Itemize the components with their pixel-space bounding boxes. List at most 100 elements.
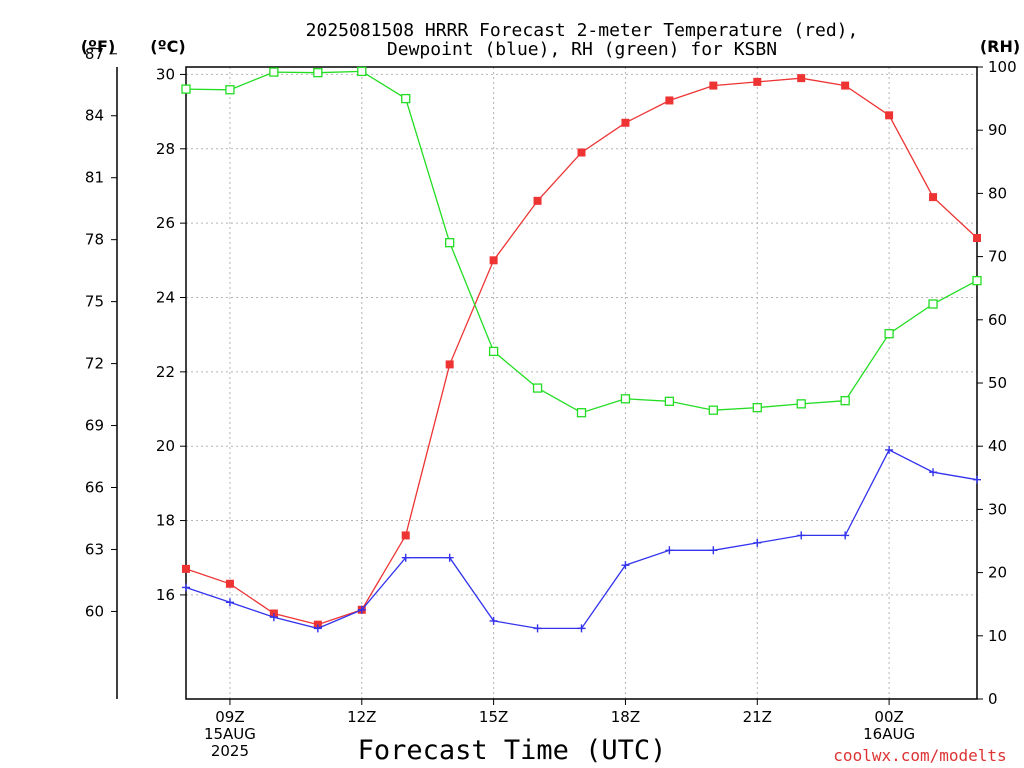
chart-title-line-1: 2025081508 HRRR Forecast 2-meter Tempera… bbox=[306, 20, 859, 41]
celsius-tick-label: 24 bbox=[156, 288, 175, 306]
temp-point bbox=[665, 96, 674, 105]
dewpoint-series-line bbox=[185, 449, 978, 630]
dewpoint-point bbox=[621, 561, 630, 570]
temp-point bbox=[753, 77, 762, 86]
dewpoint-point bbox=[401, 553, 410, 562]
rh-tick-label: 30 bbox=[988, 500, 1007, 518]
x-tick-label: 12Z bbox=[347, 708, 376, 726]
rh-point bbox=[840, 396, 850, 406]
rh-point bbox=[664, 396, 675, 406]
dewpoint-point bbox=[225, 598, 234, 607]
fahrenheit-tick-label: 72 bbox=[85, 355, 104, 373]
dewpoint-point bbox=[182, 583, 190, 592]
x-tick-label: 2025 bbox=[211, 742, 249, 760]
rh-point bbox=[928, 299, 938, 309]
fahrenheit-tick-label: 84 bbox=[85, 107, 104, 125]
rh-tick-label: 80 bbox=[988, 184, 1007, 202]
celsius-tick-label: 18 bbox=[156, 512, 175, 530]
temp-point bbox=[489, 256, 498, 265]
fahrenheit-tick-label: 66 bbox=[85, 479, 104, 497]
fahrenheit-tick-label: 75 bbox=[85, 293, 104, 311]
x-tick-label: 16AUG bbox=[863, 725, 915, 743]
chart-title-line-2: Dewpoint (blue), RH (green) for KSBN bbox=[387, 39, 777, 60]
rh-point bbox=[269, 67, 279, 77]
temp-point bbox=[797, 74, 806, 83]
rh-point bbox=[532, 383, 543, 393]
x-tick-label: 18Z bbox=[611, 708, 640, 726]
rh-unit-label: (RH) bbox=[980, 37, 1020, 56]
fahrenheit-tick-label: 87 bbox=[85, 45, 104, 63]
fahrenheit-tick-label: 81 bbox=[85, 169, 104, 187]
rh-tick-label: 60 bbox=[988, 311, 1007, 329]
temp-point bbox=[577, 148, 586, 157]
x-axis-label: Forecast Time (UTC) bbox=[358, 735, 667, 766]
tick-labels: 60 63 66 69 72 75 78 81 84 87 16 18 20 22 24 26 28 30 0 10 2… bbox=[85, 45, 1017, 760]
dewpoint-point bbox=[709, 546, 718, 555]
plot-frame bbox=[185, 66, 978, 700]
x-tick-label: 21Z bbox=[743, 708, 772, 726]
rh-point bbox=[445, 238, 455, 248]
rh-point bbox=[620, 394, 631, 404]
temp-point bbox=[533, 196, 542, 205]
rh-point bbox=[488, 346, 499, 357]
series-layer bbox=[181, 66, 982, 633]
temp-point bbox=[709, 81, 718, 90]
rh-point bbox=[576, 408, 587, 418]
celsius-tick-label: 22 bbox=[156, 363, 175, 381]
dewpoint-point bbox=[489, 616, 498, 625]
fahrenheit-tick-label: 69 bbox=[85, 417, 104, 435]
rh-point bbox=[357, 66, 367, 77]
rh-tick-label: 40 bbox=[988, 437, 1007, 455]
rh-point bbox=[796, 399, 806, 409]
rh-point bbox=[752, 402, 762, 413]
celsius-tick-label: 26 bbox=[156, 214, 175, 232]
celsius-tick-label: 28 bbox=[156, 140, 175, 158]
celsius-tick-label: 16 bbox=[156, 586, 175, 604]
fahrenheit-unit-label: (ºF) bbox=[81, 37, 116, 56]
credit-text: coolwx.com/modelts bbox=[833, 746, 1006, 765]
dewpoint-point bbox=[577, 624, 586, 633]
celsius-tick-label: 20 bbox=[156, 437, 175, 455]
rh-tick-label: 10 bbox=[988, 627, 1007, 645]
x-tick-label: 15AUG bbox=[204, 725, 256, 743]
dewpoint-point bbox=[533, 624, 542, 633]
rh-point bbox=[313, 68, 323, 78]
dewpoint-point bbox=[841, 531, 850, 540]
x-tick-label: 15Z bbox=[479, 708, 508, 726]
dewpoint-point bbox=[929, 468, 938, 477]
rh-tick-label: 50 bbox=[988, 374, 1007, 392]
temp-point bbox=[621, 118, 630, 127]
rh-point bbox=[225, 85, 235, 95]
dewpoint-point bbox=[885, 445, 894, 454]
rh-point bbox=[181, 84, 191, 94]
fahrenheit-tick-label: 78 bbox=[85, 231, 104, 249]
dewpoint-point bbox=[797, 531, 806, 540]
rh-point bbox=[401, 93, 411, 104]
dewpoint-point bbox=[445, 553, 454, 562]
dewpoint-point bbox=[357, 605, 366, 614]
rh-point bbox=[708, 405, 718, 415]
dewpoint-point bbox=[665, 546, 674, 555]
temp-point bbox=[401, 531, 410, 540]
temp-point bbox=[182, 564, 190, 573]
temp-point bbox=[225, 579, 234, 588]
dewpoint-point bbox=[313, 624, 322, 633]
temp-point bbox=[445, 360, 454, 369]
temp-point bbox=[973, 234, 981, 243]
rh-tick-label: 0 bbox=[988, 690, 998, 708]
axes bbox=[111, 53, 983, 705]
dewpoint-point bbox=[753, 538, 762, 547]
rh-tick-label: 70 bbox=[988, 248, 1007, 266]
rh-tick-label: 90 bbox=[988, 121, 1007, 139]
celsius-unit-label: (ºC) bbox=[150, 37, 185, 56]
rh-tick-label: 100 bbox=[988, 58, 1017, 76]
rh-point bbox=[972, 275, 982, 286]
x-tick-label: 09Z bbox=[215, 708, 244, 726]
temp-point bbox=[841, 81, 850, 90]
grid-lines bbox=[186, 67, 977, 699]
fahrenheit-tick-label: 60 bbox=[85, 602, 104, 620]
dewpoint-point bbox=[269, 613, 278, 622]
temp-point bbox=[929, 193, 938, 202]
fahrenheit-tick-label: 63 bbox=[85, 540, 104, 558]
